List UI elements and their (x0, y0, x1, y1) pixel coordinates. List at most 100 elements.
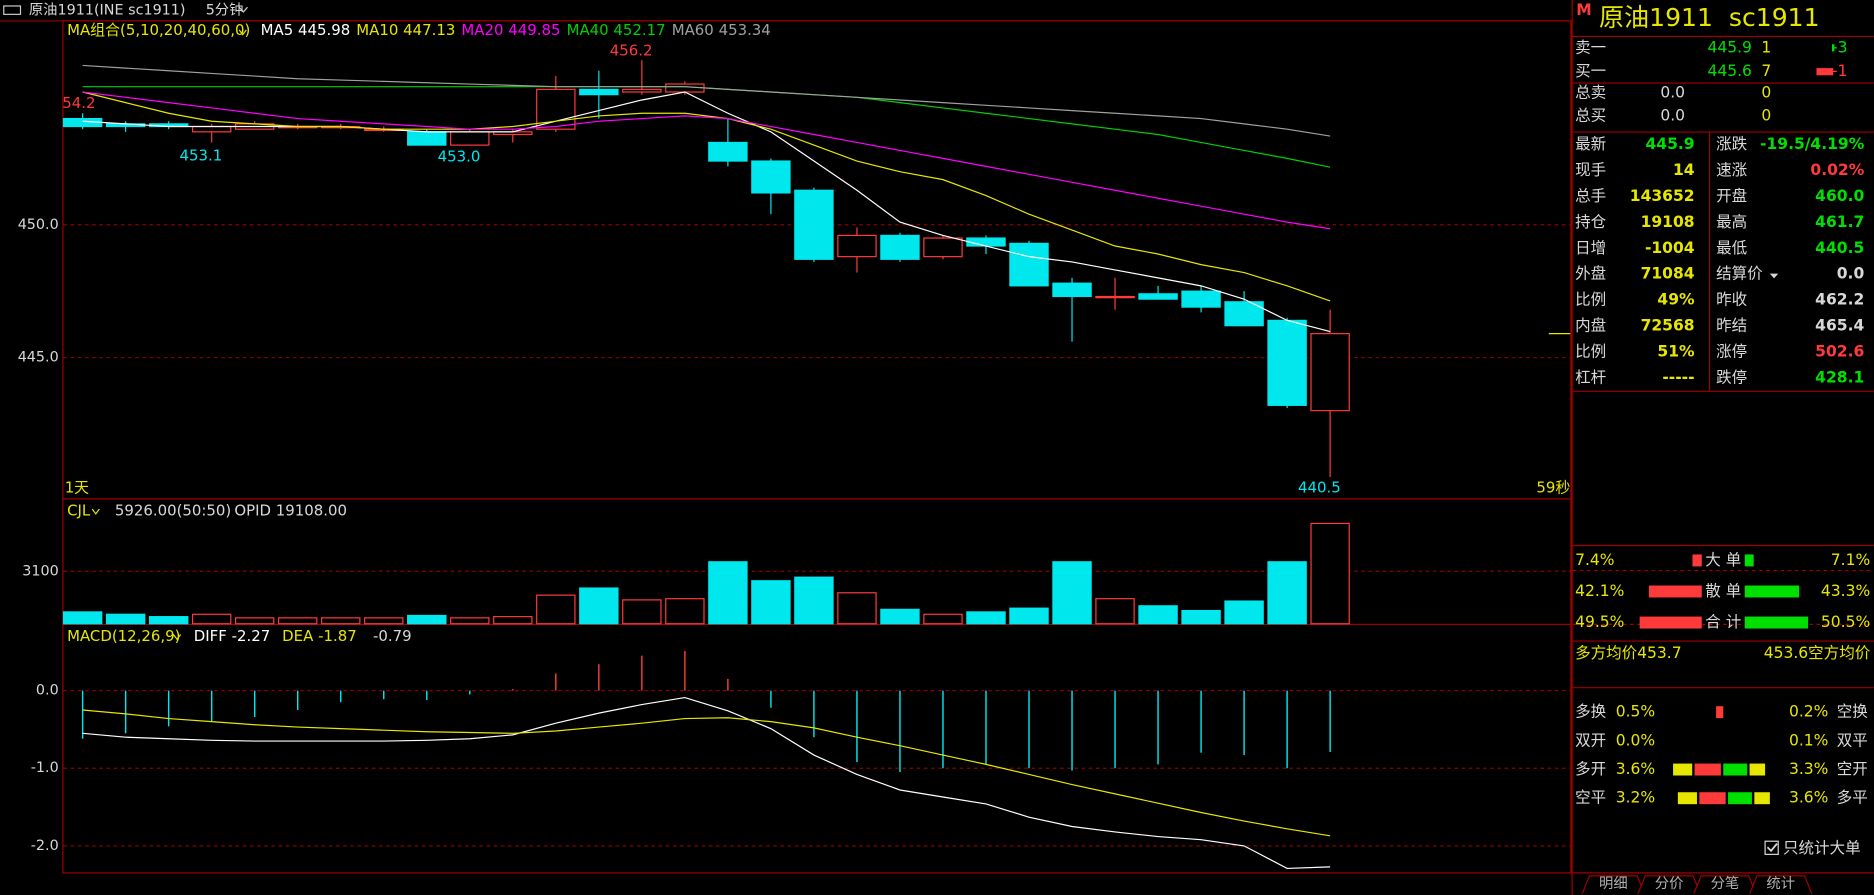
quote-label: 内盘 (1575, 316, 1606, 335)
quote-label: 比例 (1575, 291, 1606, 309)
order-sell-bar (1744, 616, 1809, 629)
quote-label: 结算价 (1716, 264, 1763, 283)
quote-value: 51% (1657, 343, 1695, 361)
quote-label: 跌停 (1716, 368, 1747, 386)
quote-value: ----- (1662, 368, 1694, 386)
tab[interactable] (1693, 875, 1757, 895)
y-tick-label: 3100 (22, 563, 58, 579)
position-block (1728, 792, 1752, 805)
macd-value: -1.87 (318, 627, 357, 645)
checkbox-label[interactable]: 只统计大单 (1783, 839, 1861, 857)
volume-bar (1095, 598, 1135, 625)
depth-volume: 7 (1761, 62, 1771, 80)
quote-value: -1004 (1645, 239, 1695, 257)
volume-bar (1052, 561, 1092, 625)
order-sell-bar (1744, 554, 1754, 567)
quote-value: 143652 (1630, 187, 1695, 205)
depth-label: 卖一 (1575, 38, 1606, 56)
ma-value: 445.98 (298, 21, 350, 39)
order-buy-label: 42.1% (1575, 582, 1624, 600)
price-annotation: 440.5 (1298, 479, 1341, 497)
volume-title: CJL (67, 501, 91, 519)
macd-dropdown[interactable] (172, 634, 182, 641)
macd-readout: DEA -1.87 (282, 627, 357, 645)
ma-title: MA组合(5,10,20,40,60,0) (67, 21, 250, 39)
position-value: 3.3% (1789, 760, 1828, 778)
quote-value: 462.2 (1815, 291, 1864, 309)
macd-line (82, 709, 1331, 837)
checkbox[interactable] (1764, 840, 1779, 855)
order-buy-bar (1639, 616, 1702, 629)
period-label[interactable]: 5分钟 (206, 2, 244, 19)
quote-label: 杠杆 (1575, 368, 1606, 386)
candle-body (837, 234, 877, 258)
tab-label[interactable]: 明细 (1599, 875, 1628, 892)
candle-body (1224, 301, 1264, 327)
volume-bar (321, 617, 361, 625)
market-badge: M (1576, 1, 1591, 19)
tab-label[interactable]: 分价 (1655, 875, 1684, 892)
volume-bar (1009, 607, 1049, 625)
quote-label: 最高 (1716, 213, 1747, 231)
ma-name: MA40 (567, 21, 609, 39)
ma-line (82, 64, 1331, 137)
tab-label[interactable]: 统计 (1766, 875, 1795, 892)
quote-label: 开盘 (1716, 186, 1747, 205)
period-dropdown[interactable] (238, 6, 248, 13)
ma-value: 453.34 (719, 21, 771, 39)
tab-label[interactable]: 分笔 (1711, 875, 1740, 892)
macd-line (82, 696, 1331, 870)
quote-label: 最低 (1716, 239, 1747, 257)
position-value: 0.5% (1616, 703, 1655, 721)
quote-value: 428.1 (1815, 368, 1864, 386)
volume-bar (665, 598, 705, 625)
quote-value: 19108 (1641, 213, 1695, 231)
ma-readout: MA60 453.34 (672, 21, 771, 39)
candle-body (1052, 282, 1092, 298)
quote-label: 比例 (1575, 343, 1606, 361)
position-value: 3.6% (1789, 789, 1828, 807)
order-sell-label: 50.5% (1821, 613, 1870, 631)
window-icon[interactable] (3, 5, 22, 15)
quote-label: 最新 (1575, 135, 1606, 153)
position-label: 多开 (1575, 760, 1606, 778)
tab[interactable] (1581, 875, 1645, 895)
range-label: 1天 (65, 479, 89, 497)
volume-bar (536, 594, 576, 625)
position-block (1677, 792, 1697, 805)
depth-volume: 1 (1761, 38, 1771, 56)
opid-readout: OPID 19108.00 (234, 501, 347, 519)
quote-value: 502.6 (1815, 343, 1864, 361)
volume-readout: 5926.00(50:50) (115, 501, 231, 519)
candle-body (880, 234, 920, 260)
ma-value: 449.85 (508, 21, 560, 39)
position-value: 0.0% (1616, 731, 1655, 749)
position-label: 多换 (1575, 703, 1607, 721)
position-block (1723, 763, 1748, 776)
quote-label: 总手 (1575, 187, 1606, 205)
depth-price: 445.6 (1708, 62, 1752, 80)
ma-name: MA20 (461, 21, 503, 39)
macd-name: DIFF (194, 627, 227, 645)
quote-label: 昨收 (1716, 291, 1747, 309)
ma-readout: MA20 449.85 (461, 21, 560, 39)
position-block (1749, 763, 1766, 776)
countdown-label: 59秒 (1536, 479, 1570, 497)
order-sell-label: 7.1% (1831, 551, 1870, 569)
settle-dropdown[interactable] (1769, 273, 1779, 279)
candle-body (579, 88, 619, 96)
vol-dropdown[interactable] (91, 508, 100, 515)
volume-bar (148, 616, 189, 625)
volume-bar (1181, 609, 1221, 625)
long-avg: 多方均价453.7 (1575, 644, 1681, 662)
y-tick-label: 450.0 (18, 217, 59, 233)
volume-bar (923, 613, 963, 625)
position-block (1694, 763, 1721, 776)
volume-bar (407, 614, 447, 625)
quote-value: 445.9 (1646, 135, 1695, 153)
tab[interactable] (1749, 875, 1813, 895)
tab[interactable] (1637, 875, 1701, 895)
order-sell-label: 43.3% (1821, 582, 1870, 600)
ma-dropdown[interactable] (238, 29, 247, 36)
volume-bar (105, 613, 146, 625)
